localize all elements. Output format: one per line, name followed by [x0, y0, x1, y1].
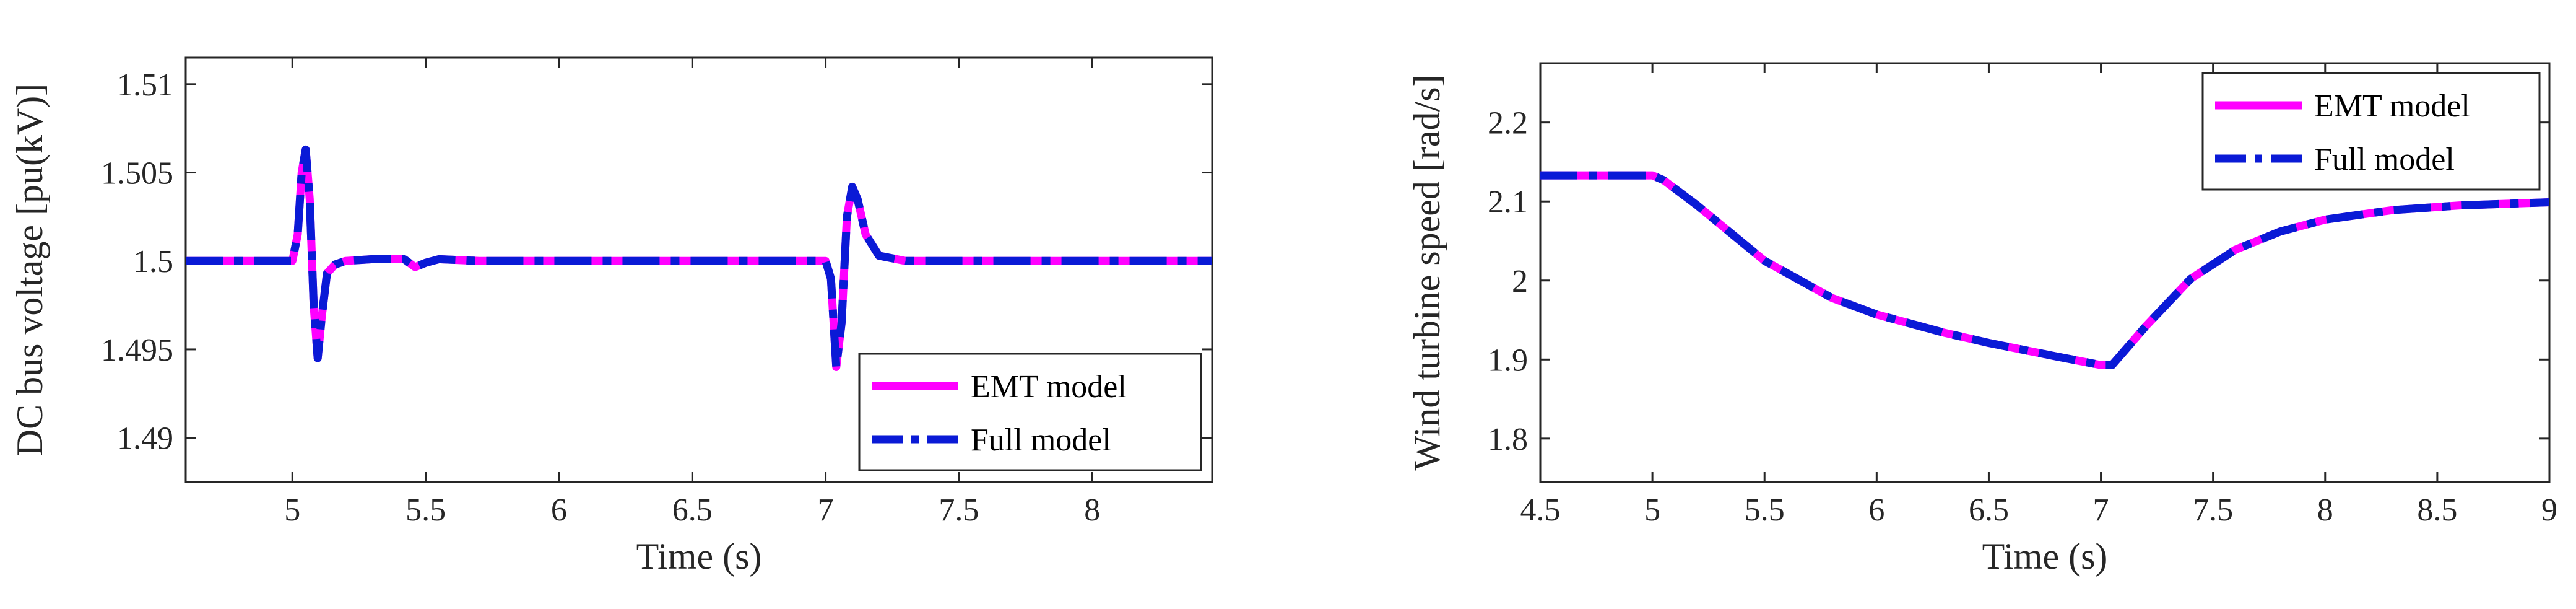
x-tick-label: 5.5 — [405, 493, 446, 528]
y-tick-label: 1.8 — [1488, 422, 1528, 457]
legend-box — [2201, 72, 2541, 191]
y-tick-label: 1.49 — [117, 421, 173, 457]
x-tick-label: 5.5 — [1745, 493, 1785, 528]
x-tick-label: 7.5 — [2193, 493, 2233, 528]
x-tick-label: 7 — [2093, 493, 2109, 528]
x-tick-label: 9 — [2541, 493, 2557, 528]
x-tick-label: 8.5 — [2417, 493, 2457, 528]
x-tick-label: 8 — [2317, 493, 2333, 528]
legend-label: EMT model — [2314, 89, 2470, 124]
x-tick-label: 4.5 — [1520, 493, 1561, 528]
x-tick-label: 6 — [551, 493, 567, 528]
legend-label: Full model — [971, 423, 1111, 458]
legend-box — [858, 353, 1202, 471]
legend-label: EMT model — [971, 369, 1127, 405]
wind-turbine-speed-chart: 4.5 5 5.5 6 6.5 7 7.5 8 8.5 9 1.8 1.9 2 2.1 2.2 Time (s… — [1407, 62, 2557, 577]
series-line-full-model — [186, 145, 1212, 371]
y-tick-label: 1.51 — [117, 68, 173, 103]
y-tick-label: 1.5 — [133, 244, 173, 279]
y-tick-label: 2.1 — [1488, 185, 1528, 220]
legend-label: Full model — [2314, 142, 2455, 177]
x-tick-label: 7.5 — [939, 493, 979, 528]
y-tick-label: 1.9 — [1488, 343, 1528, 378]
x-axis-label: Time (s) — [636, 536, 762, 577]
x-tick-label: 6 — [1868, 493, 1884, 528]
x-tick-label: 5 — [284, 493, 300, 528]
x-tick-label: 6.5 — [1969, 493, 2009, 528]
y-axis-label: DC bus voltage [pu(kV)] — [9, 84, 50, 457]
y-axis-label: Wind turbine speed [rad/s] — [1407, 74, 1447, 470]
y-tick-label: 2 — [1512, 264, 1528, 299]
y-tick-label: 1.505 — [101, 156, 173, 191]
y-tick-label: 2.2 — [1488, 106, 1528, 141]
x-axis-label: Time (s) — [1982, 536, 2108, 577]
x-tick-label: 8 — [1084, 493, 1100, 528]
y-tick-label: 1.495 — [101, 333, 173, 368]
dc-bus-voltage-chart: 5 5.5 6 6.5 7 7.5 8 1.49 1.495 1.5 1.505 1.51 Time (… — [9, 56, 1213, 577]
x-tick-label: 7 — [818, 493, 834, 528]
series-line-emt-model — [1540, 171, 2549, 369]
x-tick-label: 6.5 — [672, 493, 713, 528]
x-tick-label: 5 — [1644, 493, 1660, 528]
